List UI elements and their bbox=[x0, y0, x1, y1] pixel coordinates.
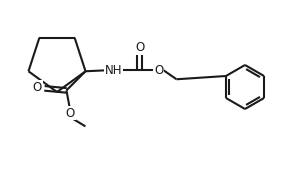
Text: O: O bbox=[135, 41, 144, 54]
Text: O: O bbox=[33, 81, 42, 94]
Text: O: O bbox=[154, 64, 163, 77]
Text: O: O bbox=[66, 107, 75, 120]
Text: NH: NH bbox=[105, 64, 122, 77]
